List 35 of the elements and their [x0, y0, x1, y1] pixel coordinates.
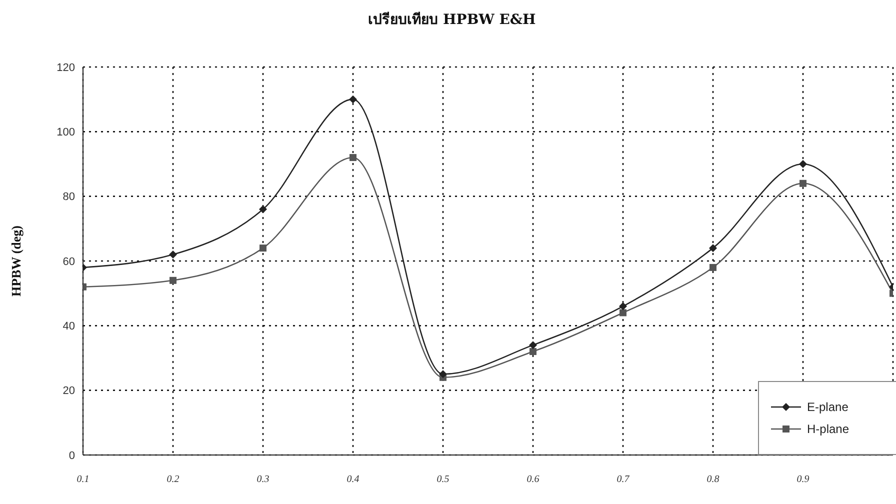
point — [709, 244, 717, 252]
point — [439, 370, 447, 378]
x-tick-label: 0.3 — [256, 474, 270, 486]
x-tick-label: 0.5 — [436, 474, 450, 486]
y-tick-label: 100 — [56, 126, 75, 139]
point — [349, 95, 357, 104]
point — [350, 154, 356, 162]
y-tick-label: 60 — [62, 256, 75, 268]
point — [169, 250, 177, 259]
point — [799, 160, 807, 168]
point — [620, 309, 626, 316]
y-tick-label: 80 — [62, 191, 75, 204]
x-tick-label: 0.8 — [706, 474, 720, 486]
legend-label: E-plane — [807, 400, 848, 414]
x-tick-label: 0.7 — [616, 474, 630, 486]
y-tick-label: 20 — [62, 385, 75, 398]
x-tick-label: 0.4 — [346, 474, 360, 486]
y-tick-label: 40 — [62, 320, 75, 333]
y-tick-label: 120 — [56, 62, 75, 74]
y-tick-label: 0 — [68, 450, 75, 462]
point — [619, 302, 627, 310]
x-tick-label: 0.1 — [76, 474, 90, 486]
point — [800, 180, 806, 187]
point — [260, 244, 266, 252]
x-tick-label: 0.2 — [166, 474, 180, 486]
point — [259, 205, 267, 214]
point — [529, 341, 537, 350]
legend-label: H-plane — [807, 422, 850, 436]
x-tick-label: 0.9 — [796, 474, 810, 486]
chart-title: เปรียบเทียบ HPBW E&H — [367, 10, 537, 30]
y-axis-title: HPBW (deg) — [8, 226, 24, 296]
x-tick-label: 0.6 — [526, 474, 540, 486]
point — [170, 276, 176, 284]
point — [710, 264, 716, 271]
point — [530, 348, 536, 356]
